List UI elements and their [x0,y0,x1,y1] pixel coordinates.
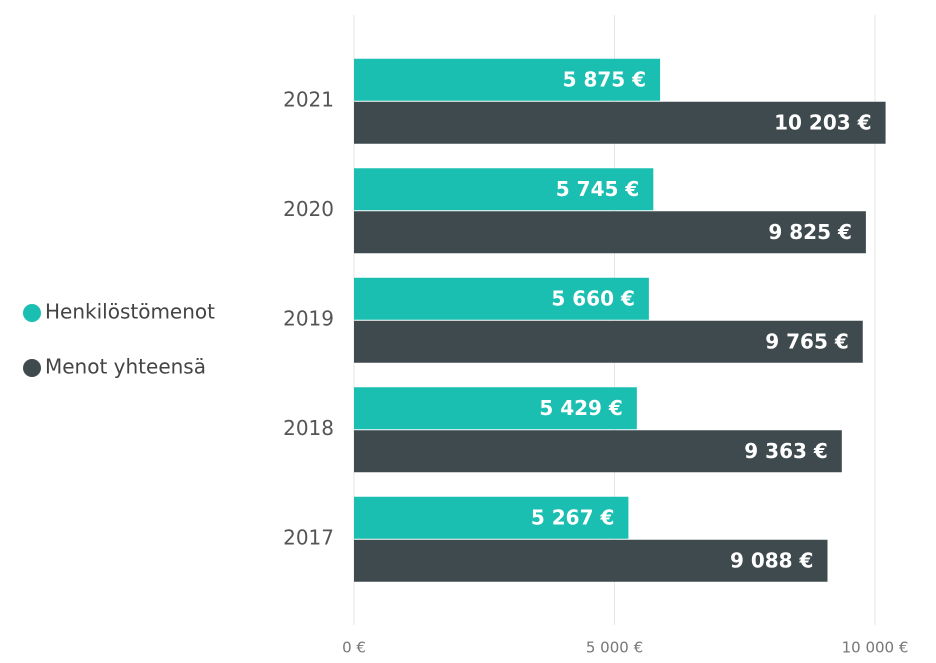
legend-marker [23,359,41,377]
y-tick-label: 2017 [283,525,334,549]
data-label: 9 765 € [765,329,849,353]
bar [354,277,649,320]
data-label: 5 660 € [551,286,635,310]
legend-label: Henkilöstömenot [45,300,215,324]
data-label: 5 429 € [539,396,623,420]
y-tick-label: 2020 [283,197,334,221]
legend-marker [23,304,41,322]
data-label: 5 875 € [563,67,647,91]
bar [354,211,866,254]
data-label: 5 745 € [556,177,640,201]
y-tick-label: 2018 [283,416,334,440]
x-tick-label: 5 000 € [586,639,643,657]
bar [354,430,842,473]
bar [354,101,886,144]
y-tick-label: 2021 [283,87,334,111]
data-label: 9 825 € [768,220,852,244]
x-tick-label: 10 000 € [842,639,909,657]
data-label: 9 363 € [744,439,828,463]
bar [354,496,629,539]
data-label: 10 203 € [774,110,871,134]
bar [354,320,863,363]
bar [354,539,828,582]
legend-label: Menot yhteensä [45,355,206,379]
x-tick-label: 0 € [342,639,366,657]
data-label: 5 267 € [531,505,615,529]
y-tick-label: 2019 [283,306,334,330]
bar [354,387,637,430]
bar [354,168,654,211]
bar [354,58,661,101]
data-label: 9 088 € [730,548,814,572]
